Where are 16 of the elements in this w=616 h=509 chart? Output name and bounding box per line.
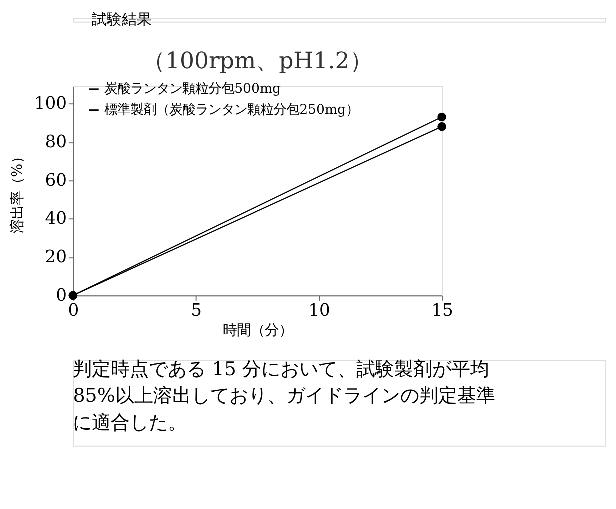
y-tick-label: 0 <box>56 286 68 306</box>
y-tick-label: 60 <box>45 170 68 191</box>
x-axis-title: 時間（分） <box>223 323 294 340</box>
y-tick-label: 20 <box>45 248 68 268</box>
y-tick-label: 40 <box>45 209 68 230</box>
y-tick-label: 100 <box>34 94 68 114</box>
chart-title: （100rpm、pH1.2） <box>142 48 373 74</box>
text: 試験結果 <box>92 10 152 29</box>
text: 判定時点である 15 分において、試験製剤が平均 85%以上溶出しており、ガイドラインの判定基準に適合した。 <box>73 358 496 434</box>
y-tick-label: 80 <box>45 132 68 152</box>
x-tick-label: 15 <box>432 301 454 322</box>
legend-label: 炭酸ランタン顆粒分包500mg <box>104 82 282 98</box>
x-tick-label: 5 <box>191 301 202 322</box>
x-tick-label: 10 <box>308 301 330 322</box>
legend-label: 標準製剤（炭酸ランタン顆粒分包250mg） <box>104 103 360 118</box>
y-axis-title: 溶出率（%） <box>10 150 26 234</box>
